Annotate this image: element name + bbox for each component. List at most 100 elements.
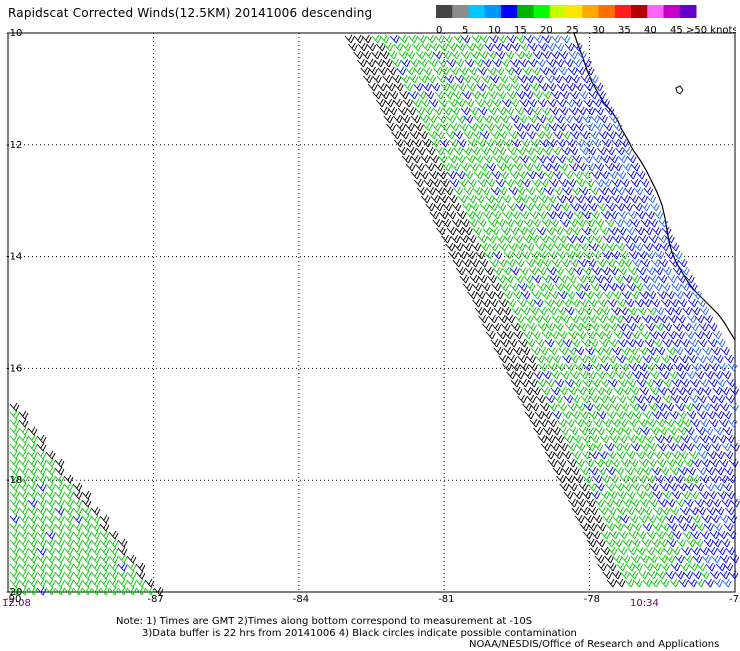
- wind-barb: [722, 410, 733, 420]
- wind-barb: [657, 330, 668, 340]
- wind-barb: [608, 266, 619, 276]
- colorbar-swatch: [679, 5, 697, 18]
- wind-barb: [617, 266, 628, 276]
- wind-barb: [566, 274, 577, 284]
- wind-barb: [587, 482, 598, 492]
- wind-barb: [45, 450, 56, 460]
- wind-barb: [696, 466, 707, 476]
- wind-barb: [599, 378, 610, 388]
- wind-barb: [117, 546, 128, 556]
- wind-barb: [423, 106, 434, 116]
- wind-barb: [45, 514, 56, 524]
- wind-barb: [81, 506, 92, 516]
- wind-barb: [635, 546, 646, 556]
- wind-barb: [537, 98, 547, 108]
- wind-barb: [563, 58, 574, 68]
- wind-barb: [649, 330, 659, 340]
- wind-barb: [45, 562, 56, 572]
- wind-barb: [636, 266, 647, 276]
- wind-barb: [416, 146, 426, 156]
- wind-barb: [518, 266, 529, 276]
- wind-barb: [686, 466, 696, 476]
- wind-barb: [489, 34, 499, 44]
- wind-barb: [540, 290, 551, 300]
- wind-barb: [608, 154, 619, 164]
- wind-barb: [36, 522, 47, 532]
- wind-barb: [688, 338, 699, 348]
- wind-barb: [616, 354, 626, 364]
- wind-barb: [620, 178, 630, 188]
- colorbar-label: 20: [540, 25, 553, 36]
- wind-barb: [478, 90, 489, 100]
- wind-barb: [476, 82, 487, 92]
- wind-barb: [392, 98, 403, 108]
- wind-barb: [63, 586, 74, 596]
- wind-barb: [547, 362, 558, 372]
- wind-barb: [626, 322, 637, 332]
- wind-barb: [422, 66, 433, 76]
- wind-barb: [602, 386, 613, 396]
- wind-barb: [18, 410, 29, 420]
- wind-barb: [592, 474, 603, 484]
- wind-barb: [591, 138, 602, 148]
- wind-barb: [729, 402, 739, 412]
- wind-barb: [640, 202, 651, 212]
- wind-barb: [634, 506, 645, 516]
- wind-barb: [45, 490, 56, 500]
- wind-barb: [90, 578, 101, 588]
- wind-barb: [645, 322, 655, 332]
- wind-barb: [434, 162, 444, 172]
- wind-barb: [472, 130, 482, 140]
- wind-barb: [536, 154, 547, 164]
- wind-barb: [27, 434, 38, 444]
- wind-barb: [439, 138, 450, 148]
- wind-barb: [487, 218, 498, 228]
- wind-barb: [344, 34, 355, 44]
- wind-barb: [544, 242, 554, 252]
- wind-barb: [614, 370, 625, 380]
- wind-barb: [502, 210, 512, 220]
- wind-barb: [357, 58, 367, 68]
- wind-barb: [544, 282, 555, 292]
- wind-barb: [546, 42, 556, 52]
- wind-barb: [578, 426, 589, 436]
- wind-barb: [671, 434, 682, 444]
- wind-barb: [573, 250, 584, 260]
- wind-barb: [587, 298, 598, 308]
- wind-barb: [590, 114, 601, 124]
- wind-barb: [729, 386, 739, 396]
- wind-barb: [508, 186, 519, 196]
- wind-barb: [408, 90, 418, 100]
- wind-barb: [711, 442, 722, 452]
- wind-barb: [676, 274, 687, 284]
- wind-barb: [632, 202, 643, 212]
- wind-barb: [416, 186, 427, 196]
- wind-barb: [518, 338, 528, 348]
- wind-barb: [541, 90, 552, 100]
- wind-barb: [519, 362, 529, 372]
- wind-barb: [592, 306, 603, 316]
- wind-barb: [523, 162, 534, 172]
- wind-barb: [699, 434, 709, 444]
- wind-barb: [653, 506, 663, 516]
- wind-barb: [509, 58, 520, 68]
- wind-barb: [526, 394, 537, 404]
- wind-barb: [582, 378, 592, 388]
- wind-barb: [523, 106, 534, 116]
- wind-barb: [493, 82, 504, 92]
- wind-barb: [525, 282, 536, 292]
- wind-barb: [467, 138, 478, 148]
- wind-barb: [486, 234, 497, 244]
- wind-barb: [682, 290, 693, 300]
- wind-barb: [713, 426, 724, 436]
- wind-barb: [583, 306, 593, 316]
- wind-barb: [610, 402, 621, 412]
- wind-barb: [682, 474, 693, 484]
- wind-barb: [720, 346, 730, 356]
- wind-barb: [393, 138, 404, 148]
- wind-barb: [429, 154, 440, 164]
- wind-barb: [674, 570, 685, 580]
- wind-barb: [608, 170, 618, 180]
- wind-barb: [491, 210, 502, 220]
- wind-barb: [430, 138, 440, 148]
